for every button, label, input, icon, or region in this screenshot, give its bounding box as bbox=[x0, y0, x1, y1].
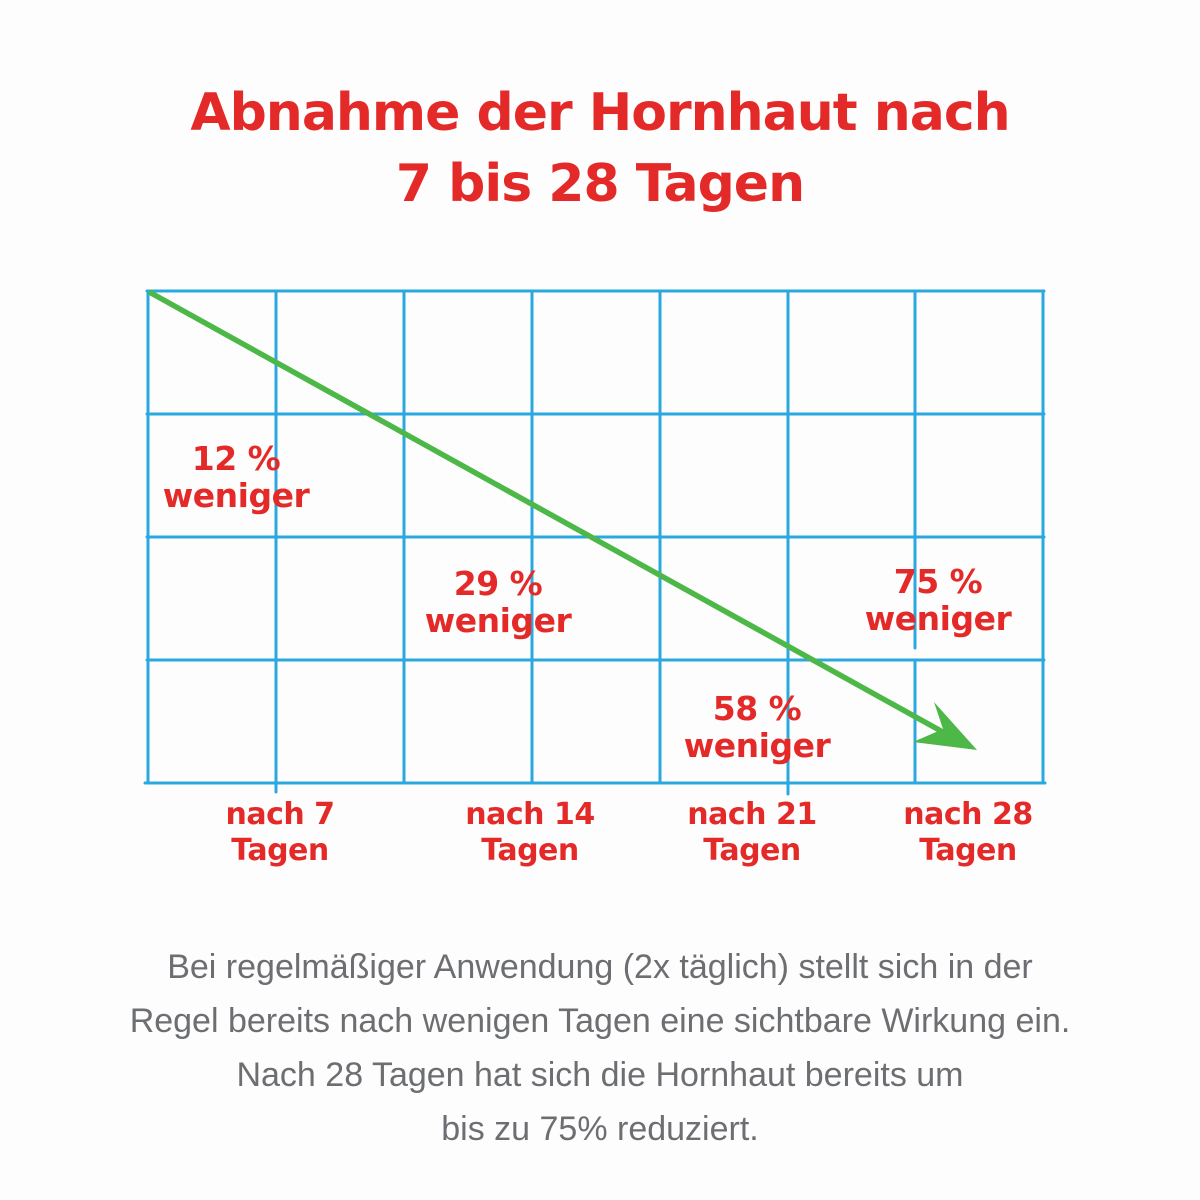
annotation-12-percent: 12 % weniger bbox=[162, 439, 310, 515]
annotation-word: weniger bbox=[864, 599, 1012, 638]
axis-label-line-1: nach 14 bbox=[465, 797, 595, 832]
axis-label-line-1: nach 7 bbox=[225, 797, 335, 832]
axis-label-line-1: nach 28 bbox=[903, 797, 1033, 832]
axis-label-line-2: Tagen bbox=[231, 833, 329, 868]
annotation-value: 29 % bbox=[453, 564, 543, 603]
annotation-value: 75 % bbox=[893, 562, 983, 601]
grid-tick-overshoots bbox=[274, 412, 917, 796]
grid-lines bbox=[143, 289, 1047, 796]
description-line-1: Bei regelmäßiger Anwendung (2x täglich) … bbox=[167, 948, 1033, 986]
x-axis-label-21-days: nach 21 Tagen bbox=[687, 797, 817, 869]
trend-arrow bbox=[148, 290, 977, 750]
annotation-word: weniger bbox=[162, 476, 310, 515]
axis-label-line-2: Tagen bbox=[481, 833, 579, 868]
annotation-29-percent: 29 % weniger bbox=[424, 564, 572, 640]
description-paragraph: Bei regelmäßiger Anwendung (2x täglich) … bbox=[0, 940, 1200, 1156]
x-axis-label-28-days: nach 28 Tagen bbox=[903, 797, 1033, 869]
axis-label-line-2: Tagen bbox=[919, 833, 1017, 868]
chart-title-line-2: 7 bis 28 Tagen bbox=[395, 154, 805, 214]
description-line-2: Regel bereits nach wenigen Tagen eine si… bbox=[129, 1002, 1071, 1040]
axis-label-line-2: Tagen bbox=[703, 833, 801, 868]
annotation-value: 58 % bbox=[712, 689, 802, 728]
annotation-word: weniger bbox=[424, 601, 572, 640]
annotation-58-percent: 58 % weniger bbox=[683, 689, 831, 765]
trend-arrow-head bbox=[913, 702, 977, 750]
annotation-word: weniger bbox=[683, 726, 831, 765]
annotation-value: 12 % bbox=[191, 439, 281, 478]
trend-arrow-shaft bbox=[148, 290, 944, 734]
x-axis-label-14-days: nach 14 Tagen bbox=[465, 797, 595, 869]
annotation-75-percent: 75 % weniger bbox=[864, 562, 1012, 638]
description-line-4: bis zu 75% reduziert. bbox=[441, 1110, 759, 1148]
chart-title-line-1: Abnahme der Hornhaut nach bbox=[190, 83, 1010, 143]
chart-title: Abnahme der Hornhaut nach 7 bis 28 Tagen bbox=[0, 78, 1200, 220]
description-line-3: Nach 28 Tagen hat sich die Hornhaut bere… bbox=[236, 1056, 964, 1094]
axis-label-line-1: nach 21 bbox=[687, 797, 817, 832]
x-axis-label-7-days: nach 7 Tagen bbox=[225, 797, 335, 869]
